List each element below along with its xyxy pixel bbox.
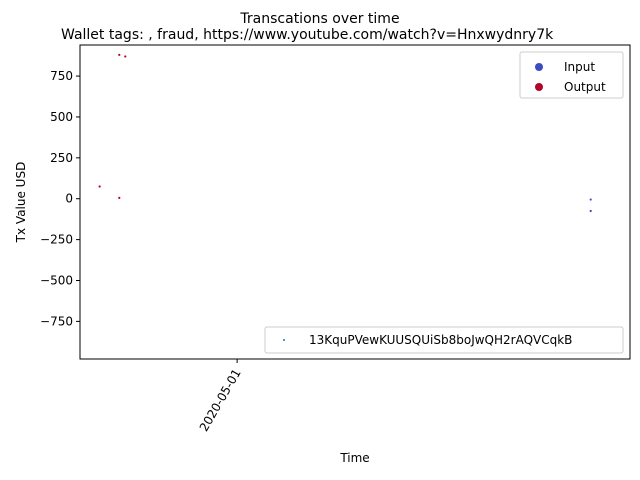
data-point-output [118,196,121,200]
legend-input-marker [535,63,543,71]
legend-output-label: Output [564,80,606,94]
data-point-input [589,209,592,213]
legend-input-label: Input [564,60,595,74]
data-point-output [118,53,121,56]
y-tick-label: −250 [40,233,73,247]
legend-output-marker [535,83,543,91]
y-axis: 750 500 250 0 −250 −500 −750 [40,69,80,328]
legend-types: Input Output [519,51,624,99]
y-tick-label: 750 [50,69,73,83]
y-tick-label: 500 [50,110,73,124]
y-axis-label: Tx Value USD [14,162,28,244]
x-tick-label: 2020-05-01 [197,367,244,434]
chart-suptitle: Transcations over time [239,11,399,27]
data-points [98,53,592,213]
legend-wallet-frame [264,326,624,354]
legend-wallet-label: 13KquPVewKUUSQUiSb8boJwQH2rAQVCqkB [309,333,572,347]
legend-wallet-marker [283,339,285,341]
legend-types-frame [519,51,624,99]
data-point-output [124,55,127,58]
x-axis-label: Time [339,451,369,465]
data-point-input [589,198,592,201]
chart-title: Wallet tags: , fraud, https://www.youtub… [61,27,554,43]
x-axis: 2020-05-01 [197,359,244,434]
y-tick-label: −500 [40,274,73,288]
y-tick-label: −750 [40,314,73,328]
plot-area [79,44,631,360]
y-tick-label: 250 [50,151,73,165]
legend-wallet: 13KquPVewKUUSQUiSb8boJwQH2rAQVCqkB [264,326,624,354]
y-tick-label: 0 [65,192,73,206]
data-point-output [98,185,101,188]
